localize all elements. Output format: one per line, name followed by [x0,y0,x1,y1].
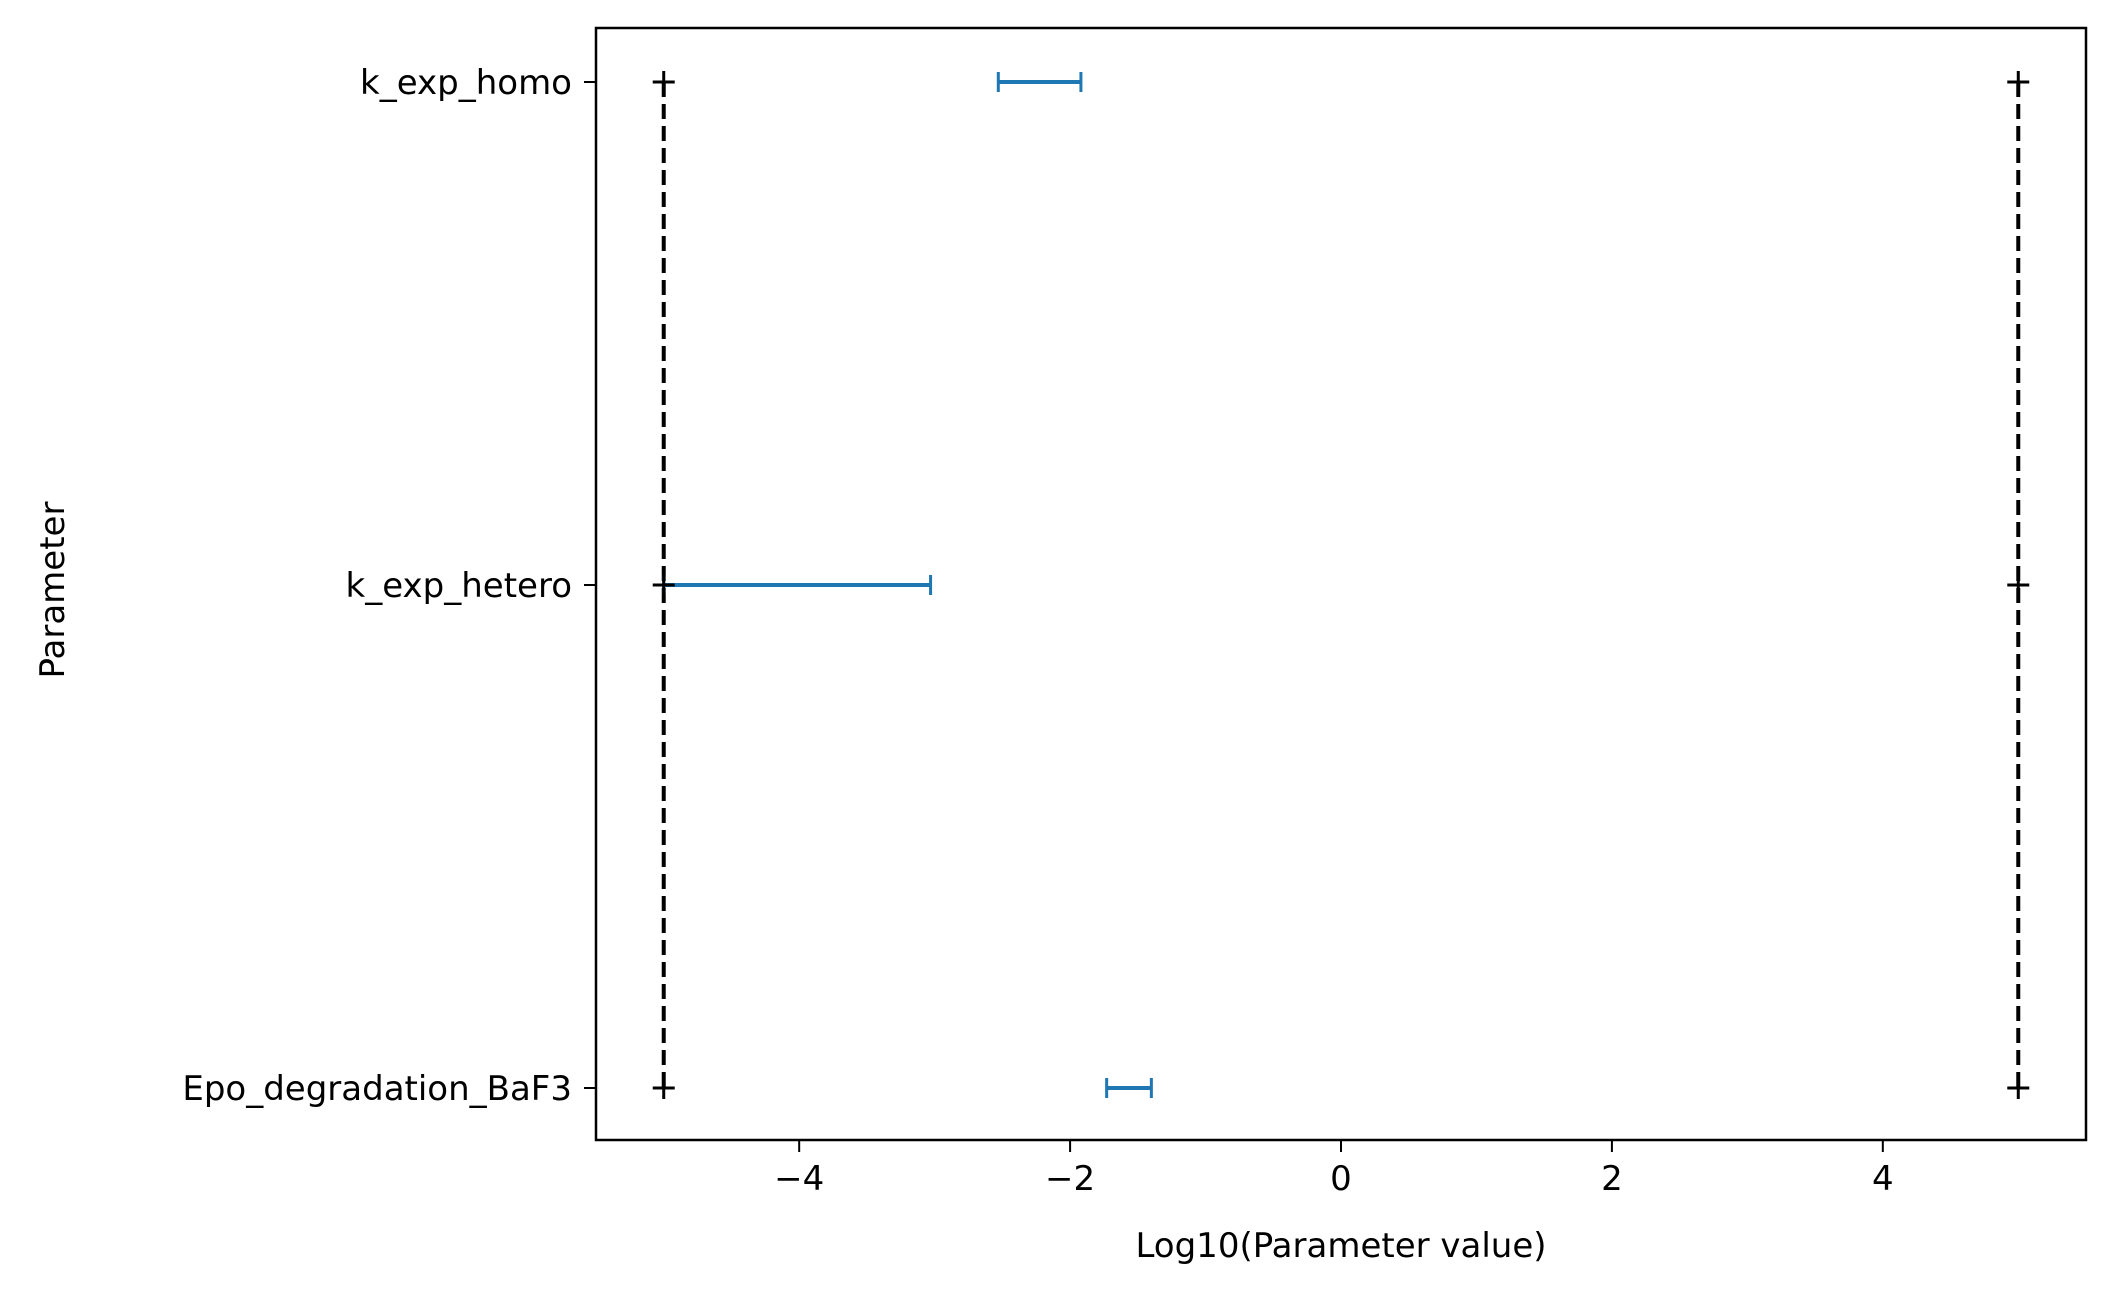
x-axis-label: Log10(Parameter value) [1135,1226,1546,1266]
x-tick-label: −4 [774,1159,824,1199]
x-tick-label: −2 [1045,1159,1095,1199]
y-axis-label: Parameter [33,502,73,679]
x-tick-label: 4 [1872,1159,1894,1199]
x-tick-label: 0 [1330,1159,1352,1199]
y-tick-label: Epo_degradation_BaF3 [182,1069,572,1109]
y-tick-label: k_exp_hetero [346,566,572,606]
x-tick-label: 2 [1601,1159,1623,1199]
axes-frame [594,26,2088,1142]
plot-area: k_exp_homo k_exp_hetero Epo_degradation_Ba… [182,26,2088,1199]
y-tick-label: k_exp_homo [360,63,572,103]
